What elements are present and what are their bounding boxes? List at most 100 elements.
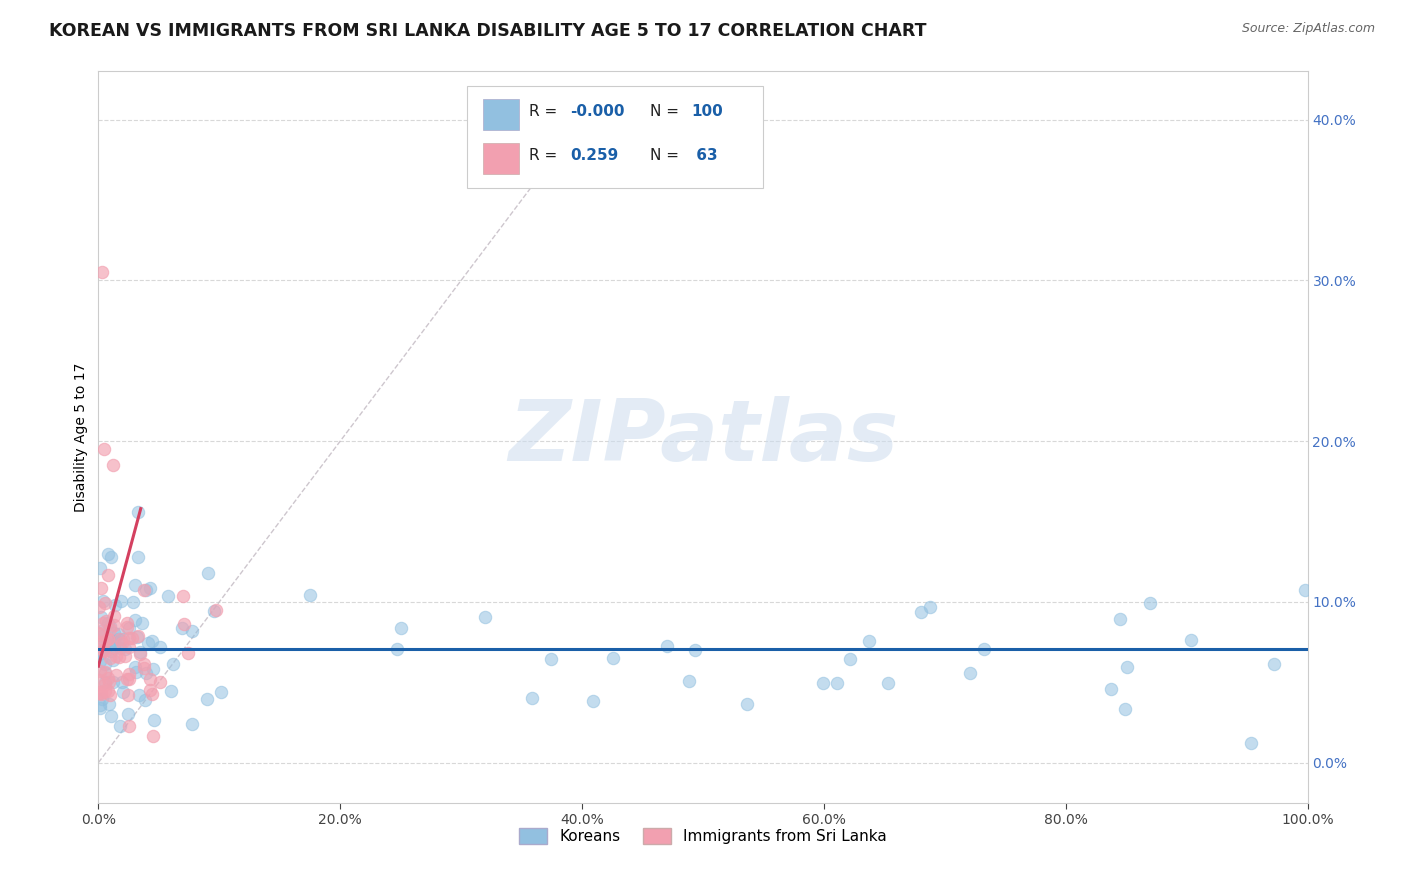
Point: [139, 581, 162, 595]
Point: [117, 707, 139, 722]
Point: [118, 622, 141, 636]
Point: [127, 505, 149, 519]
Point: [89, 700, 111, 714]
Point: [115, 620, 138, 634]
Point: [90, 646, 112, 660]
Point: [127, 550, 149, 565]
Point: [389, 622, 412, 636]
Point: [142, 729, 165, 743]
Point: [581, 694, 603, 708]
Point: [94, 614, 117, 628]
Point: [94, 596, 117, 610]
Point: [91, 594, 114, 608]
Point: [124, 578, 146, 592]
Point: [101, 458, 124, 473]
Point: [91, 265, 114, 279]
Point: [100, 709, 122, 723]
Text: Source: ZipAtlas.com: Source: ZipAtlas.com: [1241, 22, 1375, 36]
Point: [520, 690, 543, 705]
Point: [103, 653, 125, 667]
Point: [160, 683, 183, 698]
Text: N =: N =: [650, 104, 679, 120]
Point: [118, 631, 141, 645]
Point: [87, 626, 110, 640]
Point: [100, 622, 122, 636]
Point: [177, 646, 200, 660]
Point: [1240, 736, 1263, 750]
Point: [89, 635, 111, 649]
Legend: Koreans, Immigrants from Sri Lanka: Koreans, Immigrants from Sri Lanka: [513, 822, 893, 850]
Point: [959, 666, 981, 681]
Point: [128, 689, 150, 703]
Point: [141, 687, 163, 701]
Point: [90, 691, 112, 706]
Point: [142, 662, 165, 676]
Point: [127, 631, 149, 645]
Point: [103, 634, 125, 648]
Point: [97, 547, 120, 561]
Point: [97, 568, 120, 582]
Point: [97, 697, 120, 711]
Point: [121, 631, 143, 645]
FancyBboxPatch shape: [482, 143, 519, 174]
Point: [93, 635, 115, 649]
Point: [94, 657, 117, 671]
Point: [134, 661, 156, 675]
Point: [91, 624, 114, 638]
Point: [124, 613, 146, 627]
Point: [89, 654, 111, 668]
Point: [540, 652, 562, 666]
Point: [91, 629, 114, 643]
Point: [100, 644, 122, 658]
Point: [97, 632, 120, 647]
Point: [107, 627, 129, 641]
Point: [110, 594, 132, 608]
Point: [1116, 660, 1139, 674]
Point: [134, 657, 156, 672]
Point: [94, 684, 117, 698]
Point: [93, 643, 115, 657]
Point: [93, 615, 115, 630]
Point: [683, 643, 706, 657]
Point: [1109, 612, 1132, 626]
Point: [103, 626, 125, 640]
Point: [90, 610, 112, 624]
Point: [172, 622, 194, 636]
Point: [93, 644, 115, 658]
Point: [118, 667, 141, 681]
Point: [162, 657, 184, 671]
Point: [143, 714, 166, 728]
Point: [132, 583, 155, 598]
Point: [139, 673, 162, 687]
Point: [209, 685, 232, 699]
Point: [127, 629, 149, 643]
Point: [114, 642, 136, 657]
Point: [124, 660, 146, 674]
Point: [115, 672, 138, 686]
Point: [111, 675, 134, 690]
Point: [602, 650, 624, 665]
Point: [474, 609, 496, 624]
Point: [108, 632, 131, 647]
Point: [134, 692, 156, 706]
Point: [98, 688, 121, 702]
Point: [93, 642, 115, 657]
Point: [918, 600, 941, 615]
Point: [108, 719, 131, 733]
Point: [104, 649, 127, 664]
Point: [299, 588, 322, 602]
Point: [1180, 632, 1202, 647]
Point: [100, 549, 122, 564]
Point: [107, 632, 129, 646]
Point: [103, 640, 125, 655]
Point: [1139, 596, 1161, 610]
Point: [118, 719, 141, 733]
FancyBboxPatch shape: [467, 86, 763, 188]
Point: [141, 633, 163, 648]
Point: [149, 675, 172, 690]
Point: [136, 636, 159, 650]
Point: [910, 606, 932, 620]
Point: [98, 650, 121, 665]
Point: [103, 609, 125, 624]
Point: [877, 675, 900, 690]
